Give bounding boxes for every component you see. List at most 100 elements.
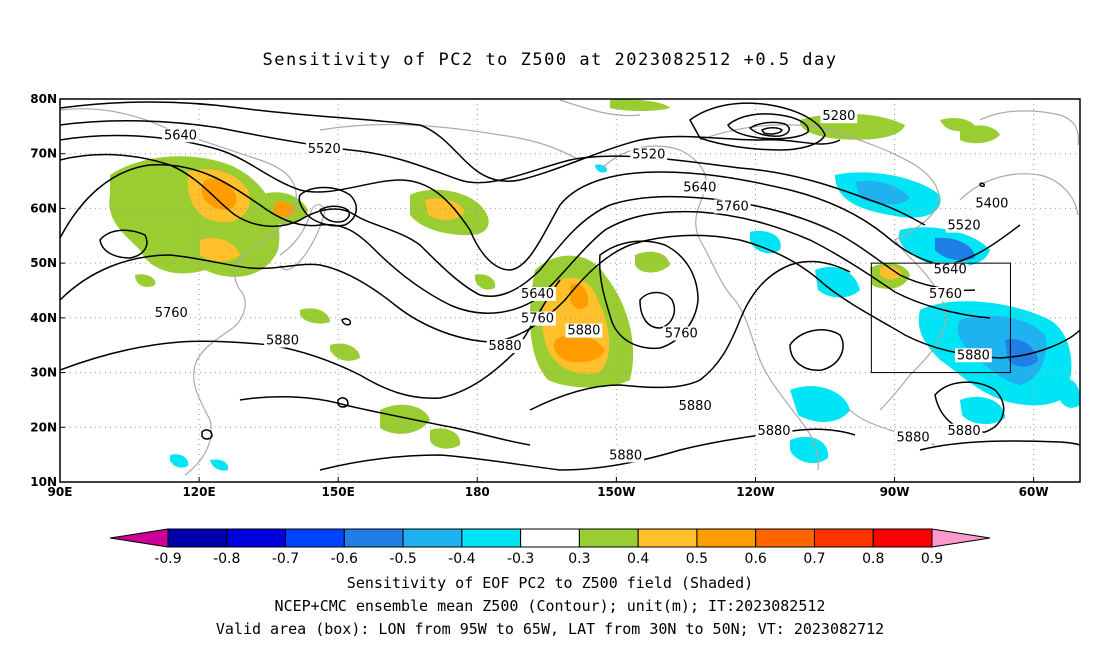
contour-label-bg (931, 262, 969, 277)
shade-cyan-bc (750, 230, 781, 254)
colorbar-swatch (813, 528, 874, 548)
lon-tick-label: 90E (48, 485, 73, 499)
contour-label: 5520 (308, 142, 341, 157)
shade-cyan-philippines (170, 454, 189, 468)
contour-label-bg (973, 196, 1011, 211)
contour-label-bg (713, 199, 751, 214)
lat-tick-label: 10N (30, 475, 57, 489)
colorbar-swatch (872, 528, 933, 548)
colorbar-label: -0.7 (272, 551, 299, 567)
lon-tick-label: 90W (880, 485, 910, 499)
contour-line (60, 134, 1021, 271)
contour-label: 5880 (609, 448, 642, 463)
colorbar-label: 0.6 (745, 551, 767, 567)
colorbar-label: 0.4 (627, 551, 649, 567)
valid-area-box (870, 262, 1011, 374)
contour-label: 5880 (266, 333, 299, 348)
shade-blue-east-us (1005, 339, 1038, 367)
colorbar-arrow-left (109, 528, 169, 548)
lon-tick-labels: 90E 120E 150E 180 150W 120W 90W 60W (48, 477, 1049, 499)
contour-line (319, 428, 856, 471)
contour-label: 5640 (164, 128, 197, 143)
colorbar-label: 0.9 (921, 551, 943, 567)
contour-line (337, 397, 349, 408)
contour-line (934, 381, 1005, 434)
colorbar-swatch (343, 528, 404, 548)
contour-label: 5880 (567, 324, 600, 339)
shade-cyan-great-lakes (815, 266, 860, 298)
shade-green-west-pacific-3 (430, 428, 461, 449)
z500-contours (60, 101, 1080, 471)
contour-label-bg (152, 306, 190, 321)
colorbar-swatch (226, 528, 287, 548)
lon-tick-label: 120E (182, 485, 215, 499)
lat-tick-labels: 10N 20N 30N 40N 50N 60N 70N 80N (30, 92, 65, 489)
colorbar-arrow-right (931, 528, 991, 548)
lat-tick-label: 40N (30, 311, 57, 325)
colorbar-label: -0.9 (154, 551, 181, 567)
shade-cyan-caribbean (790, 436, 829, 464)
contour-label: 5640 (683, 180, 716, 195)
contour-label: 5640 (934, 262, 967, 277)
shade-green-small-1 (135, 274, 156, 287)
contour-line (60, 101, 841, 183)
lat-tick-label: 20N (30, 420, 57, 434)
lat-tick-label: 50N (30, 256, 57, 270)
contour-label-bg (820, 109, 858, 124)
colorbar-label: -0.4 (448, 551, 475, 567)
contour-label-bg (927, 286, 964, 301)
shade-green-west-pacific-2 (380, 404, 430, 434)
contour-line (319, 205, 350, 223)
contour-label: 5880 (679, 399, 712, 414)
contour-line (341, 318, 352, 326)
contour-label-bg (662, 326, 700, 341)
shade-cyan-gulf (790, 386, 850, 422)
shade-yellow-east-asia-2 (200, 238, 240, 262)
colorbar-swatch (637, 528, 698, 548)
contour-label-bg (162, 128, 199, 143)
contour-line (760, 127, 783, 135)
shade-green-small-2 (300, 308, 330, 324)
colorbar-swatch (520, 528, 580, 548)
contour-line (60, 119, 926, 226)
contour-line (60, 164, 991, 319)
shade-orange-central-pacific-2 (570, 283, 589, 310)
contour-label: 5880 (948, 424, 981, 439)
colorbar-swatch (402, 528, 463, 548)
contour-label-bg (945, 423, 983, 438)
colorbar-swatch (461, 528, 522, 548)
contour-label-bg (486, 338, 524, 353)
contour-label-bg (519, 286, 556, 301)
contour-label-bg (565, 323, 603, 338)
contour-line (239, 396, 531, 446)
shade-yellow-pacific-n (425, 198, 465, 220)
caption-valid-area: Valid area (box): LON from 95W to 65W, L… (215, 620, 885, 638)
contour-label: 5640 (521, 287, 554, 302)
contour-line (919, 440, 1080, 451)
lon-tick-label: 150E (322, 485, 355, 499)
contour-label: 5760 (716, 199, 749, 214)
lon-tick-label: 60W (1019, 485, 1049, 499)
contour-line (979, 182, 985, 188)
contour-label: 5880 (897, 430, 930, 445)
colorbar-label: 0.8 (862, 551, 884, 567)
contour-label: 5760 (665, 326, 698, 341)
shade-cyan-east-atlantic (1058, 378, 1080, 408)
colorbar-swatch (167, 528, 228, 548)
map-frame (59, 98, 1081, 483)
shade-blue-labrador (935, 237, 975, 261)
colorbar-swatch (755, 528, 815, 548)
colorbar-label: -0.6 (331, 551, 358, 567)
contour-label-bg (954, 348, 992, 363)
lon-tick-label: 180 (465, 485, 490, 499)
contour-label: 5880 (489, 339, 522, 354)
colorbar (109, 528, 991, 548)
contour-line (201, 429, 213, 440)
contour-label: 5280 (822, 109, 855, 124)
colorbar-swatch (696, 528, 757, 548)
lat-tick-label: 30N (30, 366, 57, 380)
contour-label: 5760 (929, 287, 962, 302)
contour-label-bg (519, 311, 556, 326)
contour-line (60, 153, 976, 297)
contour-line (60, 234, 1080, 359)
